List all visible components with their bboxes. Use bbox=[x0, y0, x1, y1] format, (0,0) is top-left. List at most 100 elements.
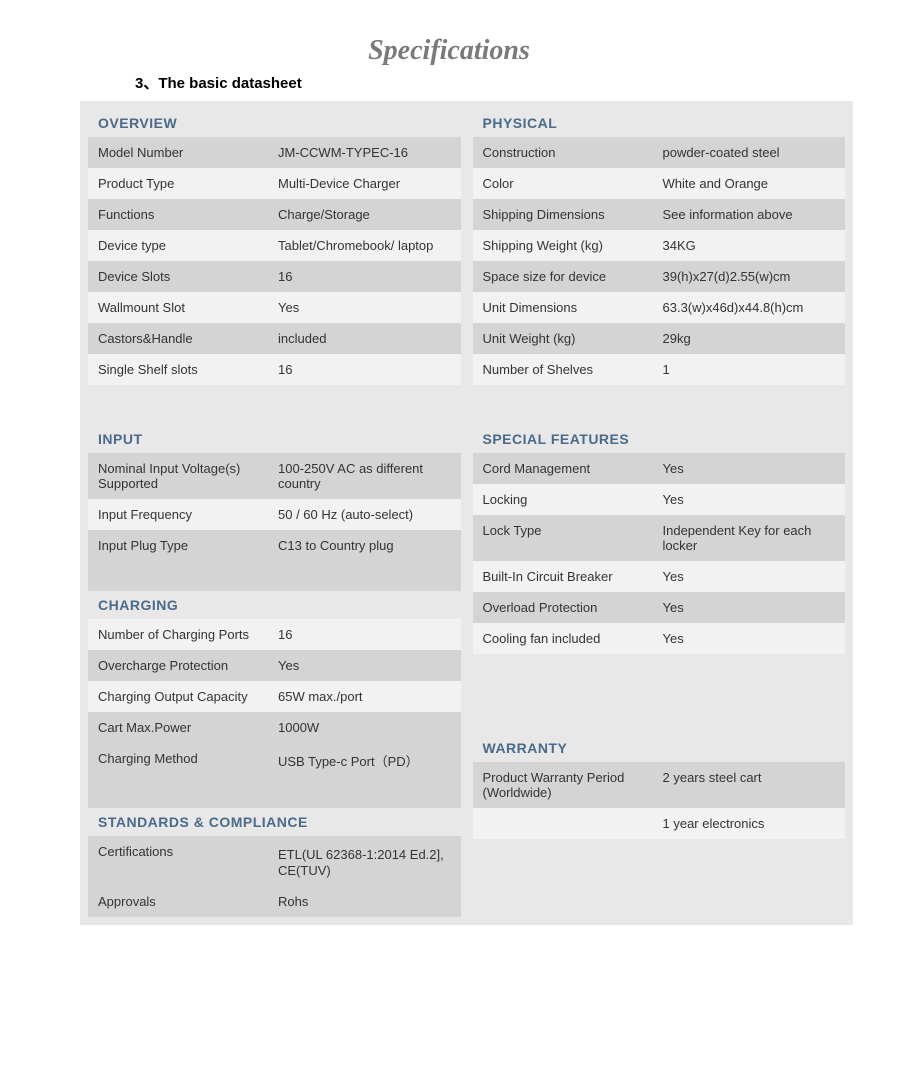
table-row: FunctionsCharge/Storage bbox=[88, 199, 461, 230]
spec-label: Unit Weight (kg) bbox=[473, 323, 653, 354]
table-row: Number of Charging Ports16 bbox=[88, 619, 461, 650]
spec-label: Construction bbox=[473, 137, 653, 168]
spec-label: Model Number bbox=[88, 137, 268, 168]
spec-value: Rohs bbox=[268, 886, 461, 917]
spec-value: Charge/Storage bbox=[268, 199, 461, 230]
spec-container: OVERVIEW Model NumberJM-CCWM-TYPEC-16Pro… bbox=[80, 101, 853, 925]
spec-label: Overcharge Protection bbox=[88, 650, 268, 681]
spec-label: Input Frequency bbox=[88, 499, 268, 530]
table-row: Product TypeMulti-Device Charger bbox=[88, 168, 461, 199]
table-row: Space size for device39(h)x27(d)2.55(w)c… bbox=[473, 261, 846, 292]
table-row bbox=[88, 561, 461, 591]
table-row: Input Frequency50 / 60 Hz (auto-select) bbox=[88, 499, 461, 530]
spec-value: Yes bbox=[653, 453, 846, 484]
spec-label: Lock Type bbox=[473, 515, 653, 561]
spec-label: Locking bbox=[473, 484, 653, 515]
spec-value: 16 bbox=[268, 354, 461, 385]
table-row: Input Plug TypeC13 to Country plug bbox=[88, 530, 461, 561]
overview-header: OVERVIEW bbox=[88, 109, 461, 137]
spec-label: Functions bbox=[88, 199, 268, 230]
input-header: INPUT bbox=[88, 425, 461, 453]
charging-table: Number of Charging Ports16Overcharge Pro… bbox=[88, 619, 461, 808]
table-row: Built-In Circuit BreakerYes bbox=[473, 561, 846, 592]
spec-label: Single Shelf slots bbox=[88, 354, 268, 385]
table-row: Cooling fan includedYes bbox=[473, 623, 846, 654]
table-row: Model NumberJM-CCWM-TYPEC-16 bbox=[88, 137, 461, 168]
table-row: Charging Output Capacity65W max./port bbox=[88, 681, 461, 712]
standards-table: CertificationsETL(UL 62368-1:2014 Ed.2],… bbox=[88, 836, 461, 917]
spec-label: Shipping Dimensions bbox=[473, 199, 653, 230]
table-row: Cart Max.Power1000W bbox=[88, 712, 461, 743]
spec-value: 50 / 60 Hz (auto-select) bbox=[268, 499, 461, 530]
spec-value: powder-coated steel bbox=[653, 137, 846, 168]
spec-label: Charging Output Capacity bbox=[88, 681, 268, 712]
table-row bbox=[88, 778, 461, 808]
table-row: Device Slots16 bbox=[88, 261, 461, 292]
table-row: Unit Weight (kg)29kg bbox=[473, 323, 846, 354]
spec-label: Device type bbox=[88, 230, 268, 261]
spec-value: Yes bbox=[653, 561, 846, 592]
spec-label bbox=[473, 808, 653, 839]
right-column: PHYSICAL Constructionpowder-coated steel… bbox=[473, 109, 846, 917]
overview-table: Model NumberJM-CCWM-TYPEC-16Product Type… bbox=[88, 137, 461, 385]
table-row: Lock TypeIndependent Key for each locker bbox=[473, 515, 846, 561]
spec-label: Shipping Weight (kg) bbox=[473, 230, 653, 261]
table-row: Nominal Input Voltage(s) Supported100-25… bbox=[88, 453, 461, 499]
table-row: Shipping DimensionsSee information above bbox=[473, 199, 846, 230]
spec-label: Overload Protection bbox=[473, 592, 653, 623]
spec-label: Approvals bbox=[88, 886, 268, 917]
spec-label: Unit Dimensions bbox=[473, 292, 653, 323]
spec-value: Yes bbox=[653, 623, 846, 654]
spec-value: JM-CCWM-TYPEC-16 bbox=[268, 137, 461, 168]
spec-label: Number of Charging Ports bbox=[88, 619, 268, 650]
table-row: Constructionpowder-coated steel bbox=[473, 137, 846, 168]
spec-value: 2 years steel cart bbox=[653, 762, 846, 808]
table-row: Single Shelf slots16 bbox=[88, 354, 461, 385]
spec-value: 65W max./port bbox=[268, 681, 461, 712]
spec-value: Multi-Device Charger bbox=[268, 168, 461, 199]
table-row: ColorWhite and Orange bbox=[473, 168, 846, 199]
spec-value: Yes bbox=[653, 592, 846, 623]
table-row: CertificationsETL(UL 62368-1:2014 Ed.2],… bbox=[88, 836, 461, 886]
special-table: Cord ManagementYesLockingYesLock TypeInd… bbox=[473, 453, 846, 654]
spec-label: Cooling fan included bbox=[473, 623, 653, 654]
spec-label: Castors&Handle bbox=[88, 323, 268, 354]
spec-value: 63.3(w)x46d)x44.8(h)cm bbox=[653, 292, 846, 323]
spec-value: Independent Key for each locker bbox=[653, 515, 846, 561]
spec-value: 16 bbox=[268, 619, 461, 650]
spec-label: Space size for device bbox=[473, 261, 653, 292]
spec-value: Yes bbox=[653, 484, 846, 515]
spec-label: Built-In Circuit Breaker bbox=[473, 561, 653, 592]
spec-label: Charging Method bbox=[88, 743, 268, 778]
table-row: Wallmount SlotYes bbox=[88, 292, 461, 323]
spec-label: Certifications bbox=[88, 836, 268, 886]
spec-value bbox=[268, 778, 461, 808]
spec-label: Product Warranty Period (Worldwide) bbox=[473, 762, 653, 808]
section-number: 3、The basic datasheet bbox=[0, 72, 898, 101]
spec-label: Device Slots bbox=[88, 261, 268, 292]
table-row: LockingYes bbox=[473, 484, 846, 515]
spec-value: 100-250V AC as different country bbox=[268, 453, 461, 499]
table-row: ApprovalsRohs bbox=[88, 886, 461, 917]
spec-label bbox=[88, 561, 268, 591]
table-row: Device typeTablet/Chromebook/ laptop bbox=[88, 230, 461, 261]
warranty-table: Product Warranty Period (Worldwide)2 yea… bbox=[473, 762, 846, 839]
table-row: Number of Shelves1 bbox=[473, 354, 846, 385]
physical-table: Constructionpowder-coated steelColorWhit… bbox=[473, 137, 846, 385]
spec-value: 1 bbox=[653, 354, 846, 385]
spec-label bbox=[88, 778, 268, 808]
spec-value: 16 bbox=[268, 261, 461, 292]
spec-value: 34KG bbox=[653, 230, 846, 261]
table-row: Unit Dimensions63.3(w)x46d)x44.8(h)cm bbox=[473, 292, 846, 323]
warranty-header: WARRANTY bbox=[473, 734, 846, 762]
input-table: Nominal Input Voltage(s) Supported100-25… bbox=[88, 453, 461, 591]
spec-label: Color bbox=[473, 168, 653, 199]
table-row: 1 year electronics bbox=[473, 808, 846, 839]
spec-value: 39(h)x27(d)2.55(w)cm bbox=[653, 261, 846, 292]
table-row: Overcharge ProtectionYes bbox=[88, 650, 461, 681]
spec-value bbox=[268, 561, 461, 591]
spec-value: 1000W bbox=[268, 712, 461, 743]
table-row: Shipping Weight (kg)34KG bbox=[473, 230, 846, 261]
spec-label: Product Type bbox=[88, 168, 268, 199]
left-column: OVERVIEW Model NumberJM-CCWM-TYPEC-16Pro… bbox=[88, 109, 461, 917]
